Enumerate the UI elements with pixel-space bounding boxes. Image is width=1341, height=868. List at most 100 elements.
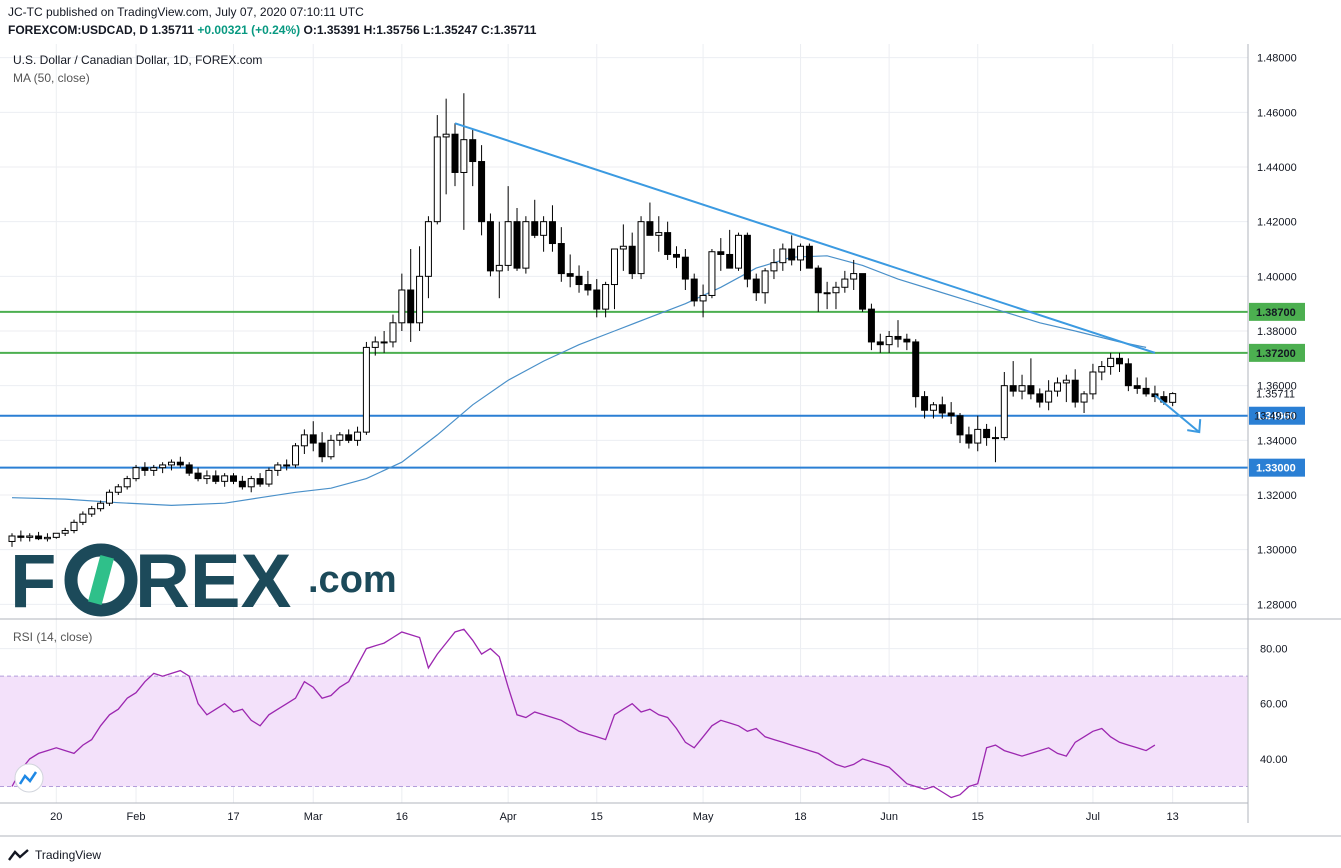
candle[interactable] — [974, 415, 982, 452]
candle[interactable] — [1053, 377, 1061, 397]
candle[interactable] — [894, 320, 902, 348]
candle[interactable] — [114, 484, 122, 495]
tradingview-badge-icon[interactable] — [14, 763, 44, 793]
candle[interactable] — [52, 532, 60, 539]
candle[interactable] — [965, 426, 973, 449]
horizontal-levels[interactable] — [0, 310, 1248, 469]
candle[interactable] — [141, 462, 149, 476]
candle[interactable] — [70, 519, 78, 534]
candle[interactable] — [283, 459, 291, 471]
symbol-name[interactable]: FOREXCOM:USDCAD, D — [8, 23, 148, 37]
candle[interactable] — [690, 273, 698, 307]
candle[interactable] — [557, 227, 565, 282]
candle[interactable] — [743, 232, 751, 288]
candle[interactable] — [531, 199, 539, 239]
trendline[interactable] — [454, 122, 1156, 354]
candle[interactable] — [8, 533, 16, 547]
candle[interactable] — [646, 202, 654, 236]
down-arrow-head[interactable] — [1187, 419, 1202, 434]
candle[interactable] — [619, 224, 627, 271]
candles[interactable] — [8, 93, 1177, 547]
candle[interactable] — [1080, 391, 1088, 413]
candle[interactable] — [123, 475, 131, 490]
candle[interactable] — [1116, 352, 1123, 372]
candle[interactable] — [1107, 352, 1115, 375]
candle[interactable] — [159, 462, 167, 474]
candle[interactable] — [1018, 374, 1026, 400]
candle[interactable] — [309, 421, 317, 452]
candle[interactable] — [991, 426, 999, 463]
candle[interactable] — [150, 464, 158, 476]
candle[interactable] — [247, 475, 255, 493]
candle[interactable] — [176, 456, 184, 468]
candle[interactable] — [1036, 388, 1044, 408]
candle[interactable] — [371, 336, 379, 356]
candle[interactable] — [1027, 358, 1035, 400]
candle[interactable] — [451, 123, 459, 187]
candle[interactable] — [486, 213, 494, 277]
candle[interactable] — [814, 265, 822, 312]
candle[interactable] — [380, 331, 388, 353]
candle[interactable] — [1089, 363, 1097, 400]
candle[interactable] — [132, 464, 140, 482]
candle[interactable] — [389, 314, 397, 348]
candle[interactable] — [947, 402, 955, 424]
candle[interactable] — [354, 426, 362, 446]
candle[interactable] — [345, 429, 353, 444]
candle[interactable] — [442, 98, 450, 195]
down-arrow-shaft[interactable] — [1154, 394, 1200, 433]
candle[interactable] — [708, 249, 716, 299]
candle[interactable] — [921, 391, 929, 419]
candle[interactable] — [300, 429, 308, 454]
candle[interactable] — [79, 511, 87, 526]
candle[interactable] — [522, 216, 530, 274]
candle[interactable] — [221, 473, 229, 487]
candle[interactable] — [779, 243, 787, 271]
candle[interactable] — [1071, 369, 1079, 408]
candle[interactable] — [105, 489, 113, 506]
candle[interactable] — [983, 423, 991, 446]
candle[interactable] — [903, 333, 911, 351]
candle[interactable] — [593, 279, 601, 318]
candle[interactable] — [540, 216, 548, 252]
rsi-pane[interactable] — [0, 628, 1248, 799]
candle[interactable] — [938, 396, 946, 419]
candle[interactable] — [433, 115, 441, 225]
candle[interactable] — [265, 467, 273, 487]
candle[interactable] — [495, 221, 503, 299]
candle[interactable] — [681, 249, 689, 290]
candle[interactable] — [1098, 361, 1106, 381]
candle[interactable] — [548, 205, 556, 252]
candle[interactable] — [318, 432, 326, 463]
candle[interactable] — [292, 443, 300, 468]
candle[interactable] — [88, 505, 96, 517]
candle[interactable] — [1124, 358, 1132, 392]
candle[interactable] — [566, 254, 574, 288]
candle[interactable] — [256, 473, 264, 487]
candle[interactable] — [1062, 374, 1070, 403]
candle[interactable] — [584, 270, 592, 296]
candle[interactable] — [752, 273, 760, 301]
candle[interactable] — [1000, 372, 1008, 441]
candle[interactable] — [416, 246, 424, 331]
candle[interactable] — [628, 232, 636, 280]
candle[interactable] — [637, 216, 645, 280]
candle[interactable] — [212, 470, 220, 485]
candle[interactable] — [673, 246, 680, 269]
candle[interactable] — [1142, 377, 1150, 397]
candle[interactable] — [797, 243, 805, 271]
candle[interactable] — [929, 402, 937, 419]
drawings[interactable] — [454, 122, 1202, 434]
candle[interactable] — [43, 533, 51, 542]
candle[interactable] — [602, 281, 610, 318]
candle[interactable] — [238, 475, 246, 490]
candle[interactable] — [726, 229, 734, 269]
candle[interactable] — [841, 270, 849, 293]
candle[interactable] — [885, 331, 893, 353]
candle[interactable] — [699, 284, 707, 318]
candle[interactable] — [407, 249, 415, 342]
candle[interactable] — [61, 527, 69, 536]
candle[interactable] — [850, 259, 858, 290]
candle[interactable] — [230, 473, 237, 485]
candle[interactable] — [327, 434, 335, 460]
